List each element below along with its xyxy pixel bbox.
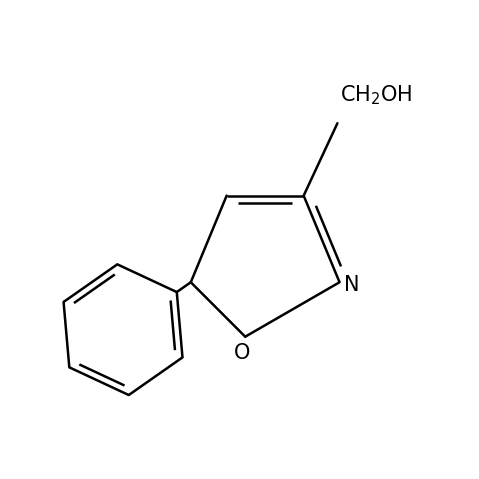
Text: O: O: [234, 342, 251, 363]
Text: N: N: [344, 275, 360, 295]
Text: CH$_2$OH: CH$_2$OH: [340, 84, 413, 107]
